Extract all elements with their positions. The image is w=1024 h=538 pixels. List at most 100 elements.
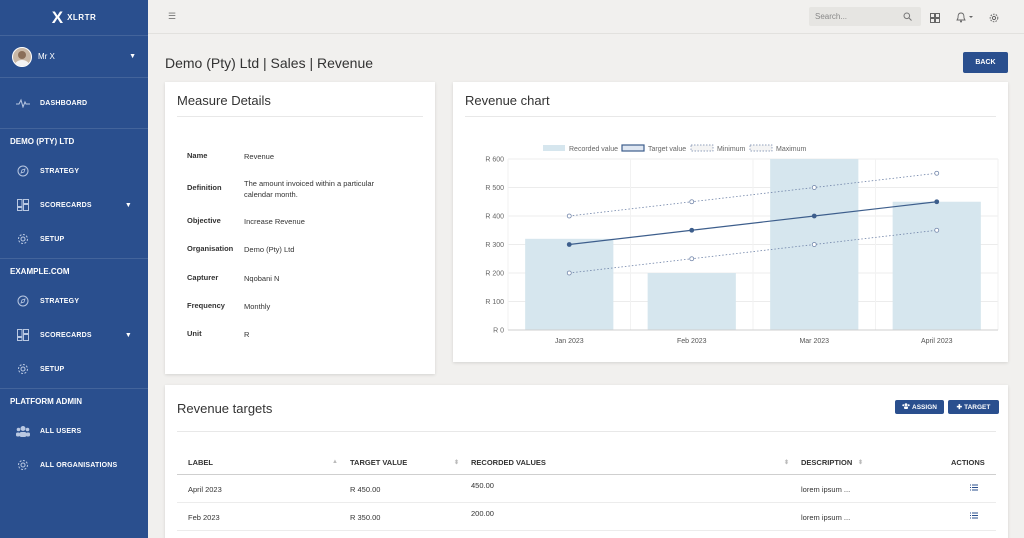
bound-point	[934, 227, 940, 233]
sidebar-item-setup[interactable]: SETUP	[0, 222, 148, 256]
detail-key: Objective	[187, 216, 221, 225]
cell-target: R 450.00	[350, 485, 381, 494]
x-tick-label: Jan 2023	[555, 338, 584, 345]
y-tick-label: R 300	[485, 242, 504, 249]
users-icon	[902, 403, 910, 411]
chevron-down-icon: ▼	[124, 201, 132, 209]
row-actions-icon[interactable]	[970, 512, 978, 521]
user-name: Mr X	[38, 52, 55, 61]
legend-label: Minimum	[717, 146, 746, 153]
sidebar: X XLRTR Mr X ▼ DASHBOARD DEMO (PTY) LTD …	[0, 0, 148, 538]
brand-logo[interactable]: X XLRTR	[0, 0, 148, 36]
assign-button[interactable]: ASSIGN	[895, 400, 944, 414]
settings-gear-icon[interactable]	[989, 10, 999, 28]
bar-recorded-value	[892, 201, 981, 330]
detail-row: Name Revenue	[187, 151, 394, 162]
section-title-demo: DEMO (PTY) LTD	[0, 128, 148, 154]
target-point	[811, 213, 817, 219]
pulse-icon	[16, 96, 30, 110]
dashboard-grid-icon[interactable]	[930, 10, 940, 28]
detail-key: Definition	[187, 183, 222, 192]
detail-key: Frequency	[187, 301, 225, 310]
column-header-label[interactable]: LABEL	[188, 458, 213, 467]
y-tick-label: R 0	[493, 328, 504, 335]
legend-swatch	[749, 144, 773, 152]
detail-row: Organisation Demo (Pty) Ltd	[187, 244, 394, 255]
detail-key: Name	[187, 151, 208, 160]
bound-line	[569, 172, 937, 217]
gear-icon	[16, 362, 30, 376]
cell-description: lorem ipsum ...	[801, 485, 851, 494]
column-header-recorded[interactable]: RECORDED VALUES	[471, 458, 546, 467]
cell-label: Feb 2023	[188, 513, 220, 522]
detail-value: Demo (Pty) Ltd	[244, 245, 295, 254]
column-header-description[interactable]: DESCRIPTION	[801, 458, 853, 467]
target-point	[689, 227, 695, 233]
detail-key: Unit	[187, 329, 202, 338]
x-tick-label: Feb 2023	[677, 338, 707, 345]
cell-label: April 2023	[188, 485, 222, 494]
bell-icon[interactable]	[956, 10, 974, 28]
detail-row: Definition The amount invoiced within a p…	[187, 178, 394, 200]
sidebar-item-setup-2[interactable]: SETUP	[0, 352, 148, 386]
compass-icon	[16, 294, 30, 308]
detail-key: Capturer	[187, 273, 219, 282]
add-target-button[interactable]: ✚ TARGET	[948, 400, 999, 414]
card-title: Measure Details	[177, 93, 271, 108]
sort-asc-icon[interactable]: ▲	[332, 459, 338, 465]
detail-row: Objective Increase Revenue	[187, 216, 394, 227]
top-bar: ☰	[148, 0, 1024, 34]
row-actions-icon[interactable]	[970, 484, 978, 493]
search-icon[interactable]	[903, 8, 912, 26]
sidebar-item-label: SCORECARDS	[40, 331, 92, 339]
sidebar-item-strategy[interactable]: STRATEGY	[0, 154, 148, 188]
legend-swatch	[690, 144, 714, 152]
y-tick-label: R 400	[485, 214, 504, 221]
bar-recorded-value	[525, 238, 614, 330]
detail-value: Nqobani N	[244, 274, 280, 283]
detail-row: Frequency Monthly	[187, 301, 394, 312]
sort-icon[interactable]: ⬍	[784, 460, 790, 466]
sidebar-item-label: STRATEGY	[40, 167, 80, 175]
sidebar-item-strategy-2[interactable]: STRATEGY	[0, 284, 148, 318]
bound-point	[689, 199, 695, 205]
sidebar-item-label: ALL USERS	[40, 427, 82, 435]
grid-icon	[16, 328, 30, 342]
sidebar-item-all-organisations[interactable]: ALL ORGANISATIONS	[0, 448, 148, 482]
column-header-target[interactable]: TARGET VALUE	[350, 458, 408, 467]
menu-toggle-icon[interactable]: ☰	[168, 11, 177, 21]
page-title: Demo (Pty) Ltd | Sales | Revenue	[165, 55, 374, 71]
bound-point	[934, 170, 940, 176]
measure-details-card: Measure Details Name Revenue Definition Th…	[165, 82, 435, 374]
revenue-chart: R 0 R 100 R 200 R 300 R 400 R 500 R 600 Jan 202…	[485, 144, 999, 345]
sidebar-item-label: SETUP	[40, 235, 65, 243]
sidebar-item-label: SCORECARDS	[40, 201, 92, 209]
bound-point	[811, 185, 817, 190]
y-tick-label: R 600	[485, 157, 504, 164]
y-tick-label: R 200	[485, 271, 504, 278]
table-row: Feb 2023 R 350.00 200.00 lorem ipsum ...	[177, 503, 996, 531]
gear-icon	[16, 232, 30, 246]
sort-icon[interactable]: ⬍	[858, 460, 864, 466]
sidebar-item-all-users[interactable]: ALL USERS	[0, 414, 148, 448]
search-box[interactable]	[809, 7, 921, 26]
x-tick-label: Mar 2023	[799, 338, 829, 345]
bound-point	[566, 270, 572, 276]
logo-text: XLRTR	[67, 13, 97, 22]
divider	[177, 431, 996, 432]
section-title-admin: PLATFORM ADMIN	[0, 388, 148, 414]
user-menu[interactable]: Mr X ▼	[0, 36, 148, 78]
sort-icon[interactable]: ⬍	[454, 460, 460, 466]
sidebar-item-scorecards[interactable]: SCORECARDS ▼	[0, 188, 148, 222]
back-button[interactable]: BACK	[963, 52, 1008, 73]
legend-label: Maximum	[776, 146, 807, 153]
sidebar-item-dashboard[interactable]: DASHBOARD	[0, 86, 148, 120]
sidebar-item-label: ALL ORGANISATIONS	[40, 461, 118, 469]
card-title: Revenue targets	[177, 401, 273, 416]
chevron-down-icon: ▼	[124, 331, 132, 339]
sidebar-item-label: SETUP	[40, 365, 65, 373]
cell-target: R 350.00	[350, 513, 381, 522]
sidebar-item-scorecards-2[interactable]: SCORECARDS ▼	[0, 318, 148, 352]
search-input[interactable]	[815, 12, 903, 21]
card-title: Revenue chart	[465, 93, 550, 108]
